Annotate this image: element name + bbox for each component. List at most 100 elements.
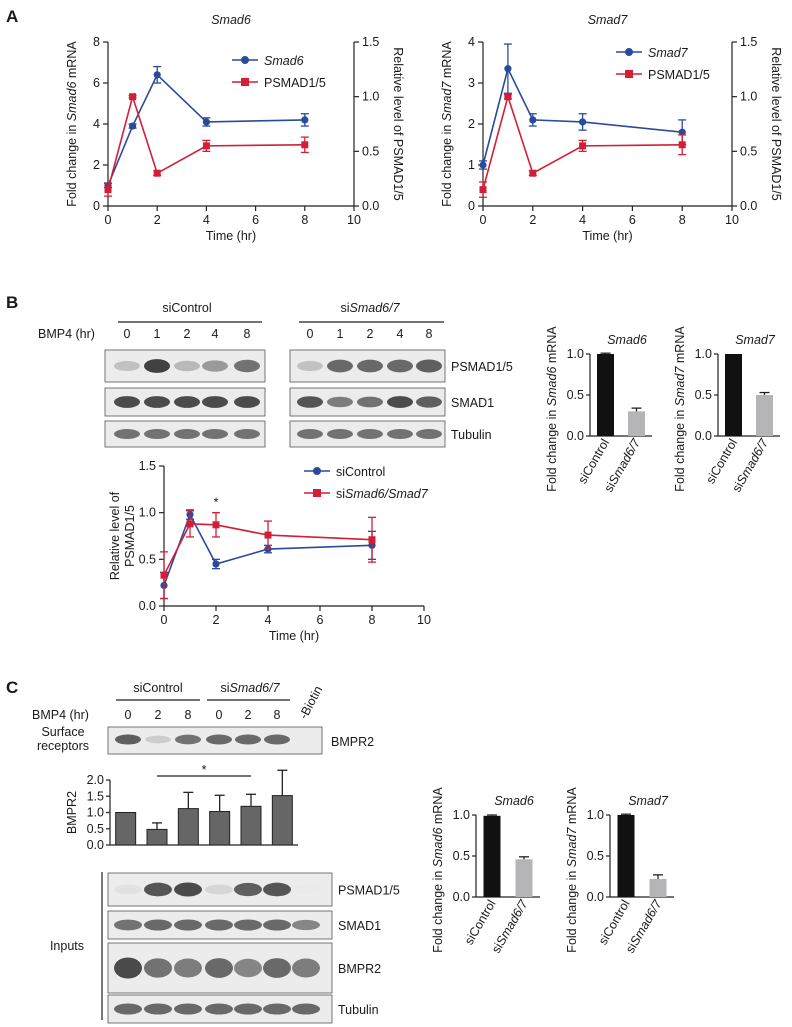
y-tick-label: 2.0 <box>87 773 104 787</box>
blot-band <box>234 882 262 897</box>
data-point <box>301 141 309 149</box>
y-tick-label: 1.0 <box>695 347 712 361</box>
blot-band <box>114 957 142 979</box>
y-tick-label: 1.5 <box>87 789 104 803</box>
y-tick-label: 0.5 <box>695 388 712 402</box>
surface-label: Surface <box>41 725 84 739</box>
blot-band <box>327 359 353 373</box>
data-point <box>212 521 220 529</box>
legend-marker <box>241 56 249 64</box>
label-part: PSMAD1/5 <box>264 76 326 90</box>
lane-label: 8 <box>185 708 192 722</box>
y-axis-label: Fold change in Smad6 mRNA <box>431 787 445 953</box>
x-tick-label: 10 <box>725 213 739 227</box>
lane-label: 0 <box>307 327 314 341</box>
lane-label: 1 <box>154 327 161 341</box>
lane-label: 2 <box>155 708 162 722</box>
bar <box>725 354 742 436</box>
blot-band <box>263 882 291 897</box>
data-point <box>504 65 512 73</box>
bar <box>177 808 199 846</box>
x-tick-label: 2 <box>154 213 161 227</box>
y-tick-label: 0 <box>468 199 475 213</box>
blot-band <box>202 428 228 440</box>
blot-band <box>234 396 260 408</box>
blot-band <box>202 396 228 408</box>
blot-band <box>234 1003 262 1015</box>
y-tick-label: 1 <box>468 158 475 172</box>
y-tick-label: 4 <box>93 117 100 131</box>
y2-tick-label: 1.0 <box>362 90 379 104</box>
blot-band <box>416 396 442 408</box>
data-point <box>160 571 168 579</box>
y-axis-label: Fold change in Smad7 mRNA <box>673 326 687 492</box>
blot-band <box>206 734 232 745</box>
label-part: si <box>340 301 349 315</box>
bar <box>271 795 293 846</box>
data-point <box>678 141 686 149</box>
label-part: Fold change in <box>545 406 559 491</box>
y2-tick-label: 1.0 <box>740 90 757 104</box>
label-part: mRNA <box>440 41 454 82</box>
lane-label: 0 <box>124 327 131 341</box>
label-part: Smad6 <box>65 82 79 122</box>
blot-band <box>144 1003 172 1015</box>
series-line-Smad6 <box>107 73 305 186</box>
y-tick-label: 0.5 <box>139 552 156 566</box>
lane-label: 2 <box>367 327 374 341</box>
row-label: BMP4 (hr) <box>38 327 95 341</box>
data-point <box>202 118 210 126</box>
x-axis-label: Time (hr) <box>206 229 256 243</box>
y2-axis-label: Relative level of PSMAD1/5 <box>769 47 783 201</box>
lane-label: 4 <box>397 327 404 341</box>
blot-band <box>234 359 260 373</box>
band-label: Tubulin <box>451 428 492 442</box>
label-part: siControl <box>336 465 385 479</box>
y-tick-label: 1.0 <box>587 808 604 822</box>
y-tick-label: 0.0 <box>567 429 584 443</box>
panel-letter-a: A <box>6 7 18 26</box>
data-point <box>129 93 137 101</box>
legend-entry: PSMAD1/5 <box>648 68 710 82</box>
blot-band <box>263 1003 291 1015</box>
y2-tick-label: 0.0 <box>362 199 379 213</box>
y-tick-label: 0.0 <box>587 890 604 904</box>
bar <box>146 828 168 846</box>
blot-band <box>174 882 202 897</box>
y-tick-label: 2 <box>93 158 100 172</box>
y-tick-label: 1.0 <box>453 808 470 822</box>
bar <box>209 811 231 846</box>
blot-band <box>144 396 170 408</box>
x-tick-label: 4 <box>265 613 272 627</box>
y-tick-label: 1.0 <box>87 806 104 820</box>
label-part: PSMAD1/5 <box>648 68 710 82</box>
blot-band <box>174 360 200 372</box>
blot-band <box>144 919 172 931</box>
y-axis-label: BMPR2 <box>65 791 79 834</box>
group-label: siControl <box>133 681 182 695</box>
bar <box>115 812 137 846</box>
data-point <box>104 186 112 194</box>
y-tick-label: 2 <box>468 117 475 131</box>
lane-label: 8 <box>244 327 251 341</box>
blot-band <box>292 1003 320 1015</box>
blot-band <box>416 428 442 440</box>
blot-band <box>234 958 262 978</box>
data-point <box>368 536 376 544</box>
y-tick-label: 0.0 <box>695 429 712 443</box>
y-tick-label: 0.5 <box>567 388 584 402</box>
data-point <box>264 531 272 539</box>
blot-band <box>174 958 202 978</box>
y-tick-label: 1.5 <box>139 459 156 473</box>
surface-label: receptors <box>37 739 89 753</box>
band-label: SMAD1 <box>451 396 494 410</box>
x-tick-label: 2 <box>213 613 220 627</box>
x-tick-label: 8 <box>679 213 686 227</box>
label-part: Smad7 <box>565 827 579 868</box>
lane-label: 2 <box>184 327 191 341</box>
label-part: Smad7 <box>440 81 454 122</box>
blot-band <box>144 428 170 440</box>
blot-band <box>234 919 262 931</box>
label-part: Smad6 <box>545 367 559 407</box>
y2-tick-label: 0.5 <box>362 144 379 158</box>
